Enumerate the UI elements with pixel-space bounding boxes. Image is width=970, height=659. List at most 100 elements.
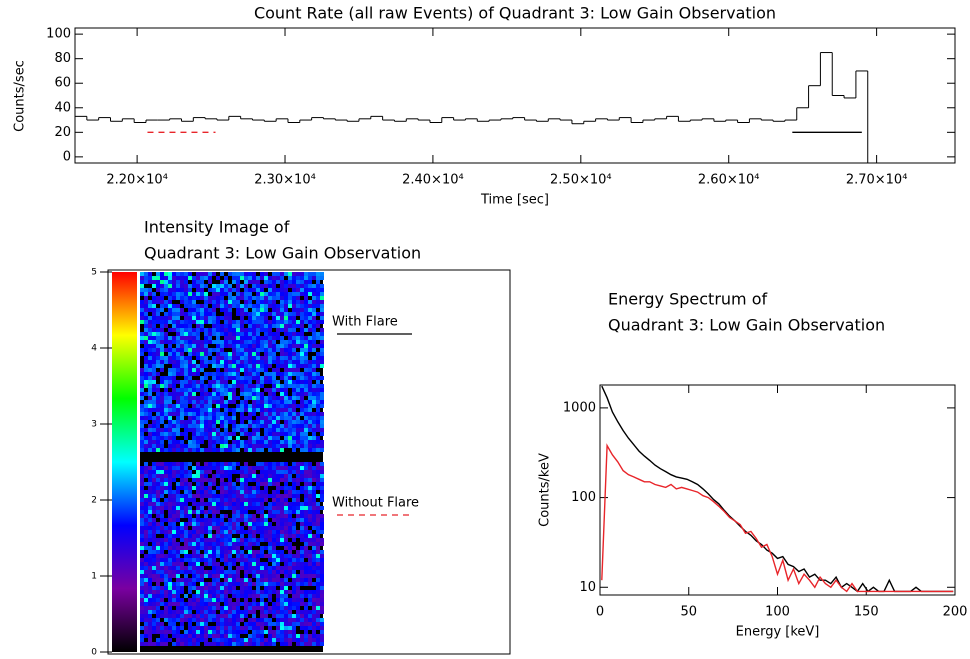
image-pixel xyxy=(144,462,148,466)
image-pixel xyxy=(192,332,196,336)
image-pixel xyxy=(244,602,248,606)
image-pixel xyxy=(220,538,224,542)
image-pixel xyxy=(288,630,292,634)
image-pixel xyxy=(208,340,212,344)
image-pixel xyxy=(168,384,172,388)
image-pixel xyxy=(252,630,256,634)
image-pixel xyxy=(240,474,244,478)
image-pixel xyxy=(180,578,184,582)
image-pixel xyxy=(288,622,292,626)
image-pixel xyxy=(212,562,216,566)
image-pixel xyxy=(140,526,144,530)
image-pixel xyxy=(248,408,252,412)
image-pixel xyxy=(228,542,232,546)
image-pixel xyxy=(172,360,176,364)
image-pixel xyxy=(276,626,280,630)
image-pixel xyxy=(248,634,252,638)
image-pixel xyxy=(224,276,228,280)
image-pixel xyxy=(296,344,300,348)
image-pixel xyxy=(292,348,296,352)
image-pixel xyxy=(264,296,268,300)
image-pixel xyxy=(268,630,272,634)
image-pixel xyxy=(164,304,168,308)
image-pixel xyxy=(272,436,276,440)
image-pixel xyxy=(216,432,220,436)
image-pixel xyxy=(144,440,148,444)
image-pixel xyxy=(288,642,292,646)
image-pixel xyxy=(256,348,260,352)
image-pixel xyxy=(188,514,192,518)
image-pixel xyxy=(188,424,192,428)
image-pixel xyxy=(272,312,276,316)
image-pixel xyxy=(268,380,272,384)
image-pixel xyxy=(212,388,216,392)
image-pixel xyxy=(248,316,252,320)
image-pixel xyxy=(268,542,272,546)
image-pixel xyxy=(188,642,192,646)
image-pixel xyxy=(288,598,292,602)
image-pixel xyxy=(228,538,232,542)
image-pixel xyxy=(272,372,276,376)
image-pixel xyxy=(256,336,260,340)
image-pixel xyxy=(276,428,280,432)
image-pixel xyxy=(256,316,260,320)
image-pixel xyxy=(320,482,324,486)
image-pixel xyxy=(164,404,168,408)
image-pixel xyxy=(176,610,180,614)
image-pixel xyxy=(148,490,152,494)
image-pixel xyxy=(180,526,184,530)
image-pixel xyxy=(296,598,300,602)
image-pixel xyxy=(184,300,188,304)
image-pixel xyxy=(208,400,212,404)
image-pixel xyxy=(196,614,200,618)
image-pixel xyxy=(208,626,212,630)
image-pixel xyxy=(236,300,240,304)
image-pixel xyxy=(140,478,144,482)
image-pixel xyxy=(240,562,244,566)
image-pixel xyxy=(316,320,320,324)
image-pixel xyxy=(284,554,288,558)
image-pixel xyxy=(204,276,208,280)
image-pixel xyxy=(228,436,232,440)
image-pixel xyxy=(228,530,232,534)
image-pixel xyxy=(180,324,184,328)
image-pixel xyxy=(236,440,240,444)
image-pixel xyxy=(268,320,272,324)
image-pixel xyxy=(300,420,304,424)
image-pixel xyxy=(316,502,320,506)
image-pixel xyxy=(252,622,256,626)
image-pixel xyxy=(152,630,156,634)
image-pixel xyxy=(200,474,204,478)
image-pixel xyxy=(300,276,304,280)
image-pixel xyxy=(260,364,264,368)
image-pixel xyxy=(188,312,192,316)
image-pixel xyxy=(240,428,244,432)
image-pixel xyxy=(304,550,308,554)
image-pixel xyxy=(312,618,316,622)
image-pixel xyxy=(148,638,152,642)
image-pixel xyxy=(152,462,156,466)
image-pixel xyxy=(196,388,200,392)
image-pixel xyxy=(252,502,256,506)
image-pixel xyxy=(292,546,296,550)
image-pixel xyxy=(304,514,308,518)
image-pixel xyxy=(260,316,264,320)
image-pixel xyxy=(220,606,224,610)
image-pixel xyxy=(204,356,208,360)
image-pixel xyxy=(284,396,288,400)
image-pixel xyxy=(276,360,280,364)
image-pixel xyxy=(280,542,284,546)
image-pixel xyxy=(172,598,176,602)
image-pixel xyxy=(148,606,152,610)
image-pixel xyxy=(196,336,200,340)
image-pixel xyxy=(144,324,148,328)
image-pixel xyxy=(256,578,260,582)
image-pixel xyxy=(232,300,236,304)
image-pixel xyxy=(232,618,236,622)
image-pixel xyxy=(228,312,232,316)
image-pixel xyxy=(172,372,176,376)
image-pixel xyxy=(284,558,288,562)
image-pixel xyxy=(168,466,172,470)
image-pixel xyxy=(192,368,196,372)
image-pixel xyxy=(140,638,144,642)
